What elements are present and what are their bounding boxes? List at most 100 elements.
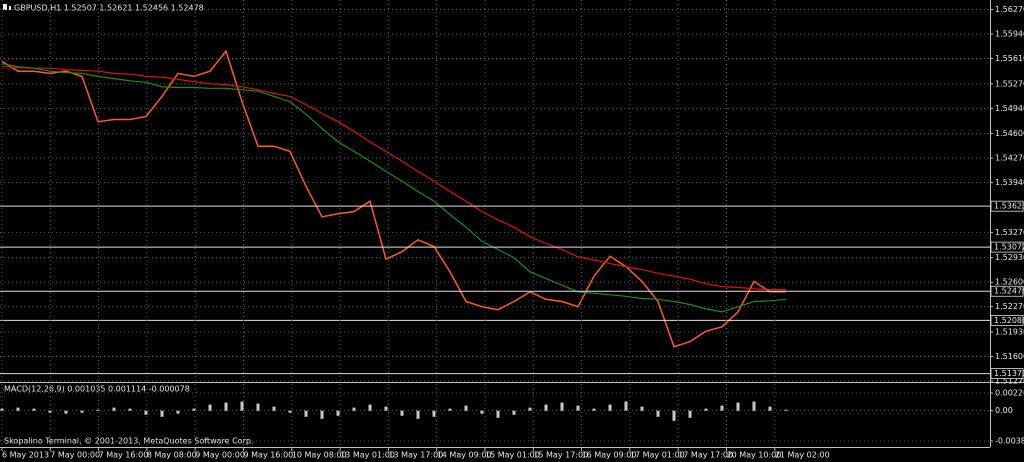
y-tick-label: 1.55610 [995, 54, 1024, 63]
x-tick-label: 8 May 08:00 [147, 451, 197, 460]
y-tick-label: 1.53270 [995, 228, 1024, 237]
histogram-bar [384, 406, 388, 411]
histogram-bar [256, 403, 260, 411]
x-tick-label: 15 May 17:00 [533, 451, 588, 460]
level-label: 1.52086 [994, 316, 1024, 325]
histogram-bar [160, 410, 164, 417]
x-tick-label: 14 May 09:00 [437, 451, 492, 460]
x-tick-label: 6 May 2013 [2, 451, 49, 460]
x-tick-label: 7 May 16:00 [99, 451, 149, 460]
histogram-bar [656, 410, 660, 417]
x-tick-label: 13 May 01:00 [340, 451, 395, 460]
level-label: 1.52478 [994, 287, 1024, 296]
level-label: 1.53072 [994, 243, 1024, 252]
histogram-bar [176, 410, 180, 414]
level-label-box [990, 368, 1024, 379]
x-tick-label: 9 May 00:00 [195, 451, 245, 460]
histogram-bar [464, 405, 468, 411]
histogram-bar [192, 408, 196, 411]
x-tick-label: 15 May 01:00 [485, 451, 540, 460]
x-tick-label: 16 May 09:00 [582, 451, 637, 460]
y-tick-label: 1.54600 [995, 129, 1024, 138]
histogram-bar [560, 402, 564, 411]
histogram-bar [512, 410, 516, 415]
histogram-bar [320, 410, 324, 419]
y-tick-label: 1.53940 [995, 178, 1024, 187]
histogram-bar [240, 401, 244, 411]
y-tick-label: 1.51270 [995, 377, 1024, 386]
histogram-bar [688, 410, 692, 418]
chart-title: GBPUSD,H1 1.52507 1.52621 1.52456 1.5247… [14, 4, 204, 13]
histogram-bar [416, 410, 420, 419]
x-tick-label: 20 May 10:00 [727, 451, 782, 460]
y-tick-label: 1.51600 [995, 352, 1024, 361]
histogram-bar [144, 410, 148, 415]
histogram-bar [304, 410, 308, 417]
x-tick-label: 7 May 00:00 [50, 451, 100, 460]
histogram-bar [288, 410, 292, 413]
y-tick-label: 1.56270 [995, 5, 1024, 14]
histogram-bar [768, 406, 772, 411]
histogram-bar [272, 406, 276, 411]
histogram-bar [352, 407, 356, 411]
y-tick-label: 1.55940 [995, 30, 1024, 39]
level-label-box [990, 285, 1024, 297]
histogram-bar [480, 410, 484, 414]
x-tick-label: 17 May 01:00 [630, 451, 685, 460]
histogram-bar [0, 408, 4, 411]
level-label: 1.53623 [994, 202, 1024, 211]
histogram-bar [752, 401, 756, 411]
level-label-box [990, 200, 1024, 212]
y-tick-label: -0.00387 [995, 436, 1024, 445]
histogram-bar [368, 404, 372, 411]
y-tick-label: 0.00 [995, 406, 1013, 415]
y-tick-label: 1.55270 [995, 79, 1024, 88]
y-tick-label: 1.54270 [995, 154, 1024, 163]
histogram-bar [496, 410, 500, 418]
histogram-bar [544, 404, 548, 411]
chart-icon [3, 4, 11, 10]
y-tick-label: 0.00226 [995, 389, 1024, 398]
histogram-bar [32, 408, 36, 411]
moving-average [1, 66, 786, 291]
histogram-bar [224, 402, 228, 411]
histogram-bar [608, 404, 612, 411]
histogram-bar [672, 410, 676, 421]
histogram-bar [112, 407, 116, 411]
histogram-bar [48, 410, 52, 413]
histogram-bar [576, 405, 580, 411]
level-label-box [990, 314, 1024, 326]
histogram-bar [640, 406, 644, 411]
histogram-bar [784, 409, 788, 411]
histogram-bar [432, 410, 436, 417]
histogram-bar [720, 405, 724, 411]
histogram-bar [704, 408, 708, 411]
x-tick-label: 10 May 08:00 [292, 451, 347, 460]
y-tick-label: 1.52930 [995, 253, 1024, 262]
x-tick-label: 17 May 17:00 [678, 451, 733, 460]
level-label: 1.51370 [994, 369, 1024, 378]
histogram-bar [400, 410, 404, 416]
histogram-bar [16, 407, 20, 411]
histogram-bar [128, 408, 132, 411]
x-tick-label: 9 May 16:00 [244, 451, 294, 460]
histogram-bar [64, 410, 68, 414]
x-tick-label: 13 May 17:00 [388, 451, 443, 460]
histogram-bar [336, 410, 340, 416]
x-tick-label: 21 May 02:00 [775, 451, 830, 460]
histogram-bar [736, 402, 740, 411]
price-line [1, 49, 786, 348]
moving-average [1, 63, 787, 313]
y-tick-label: 1.51930 [995, 327, 1024, 336]
y-tick-label: 1.52270 [995, 302, 1024, 311]
histogram-bar [448, 408, 452, 411]
histogram-bar [624, 401, 628, 411]
histogram-bar [96, 409, 100, 411]
histogram-bar [592, 408, 596, 411]
y-tick-label: 1.52600 [995, 278, 1024, 287]
indicator-title: MACD(12,26,9) 0.001035 0.001114 -0.00007… [4, 385, 190, 394]
y-tick-label: 1.54940 [995, 104, 1024, 113]
